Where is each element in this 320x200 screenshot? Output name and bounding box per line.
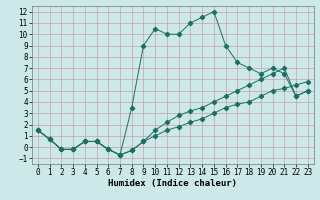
- X-axis label: Humidex (Indice chaleur): Humidex (Indice chaleur): [108, 179, 237, 188]
